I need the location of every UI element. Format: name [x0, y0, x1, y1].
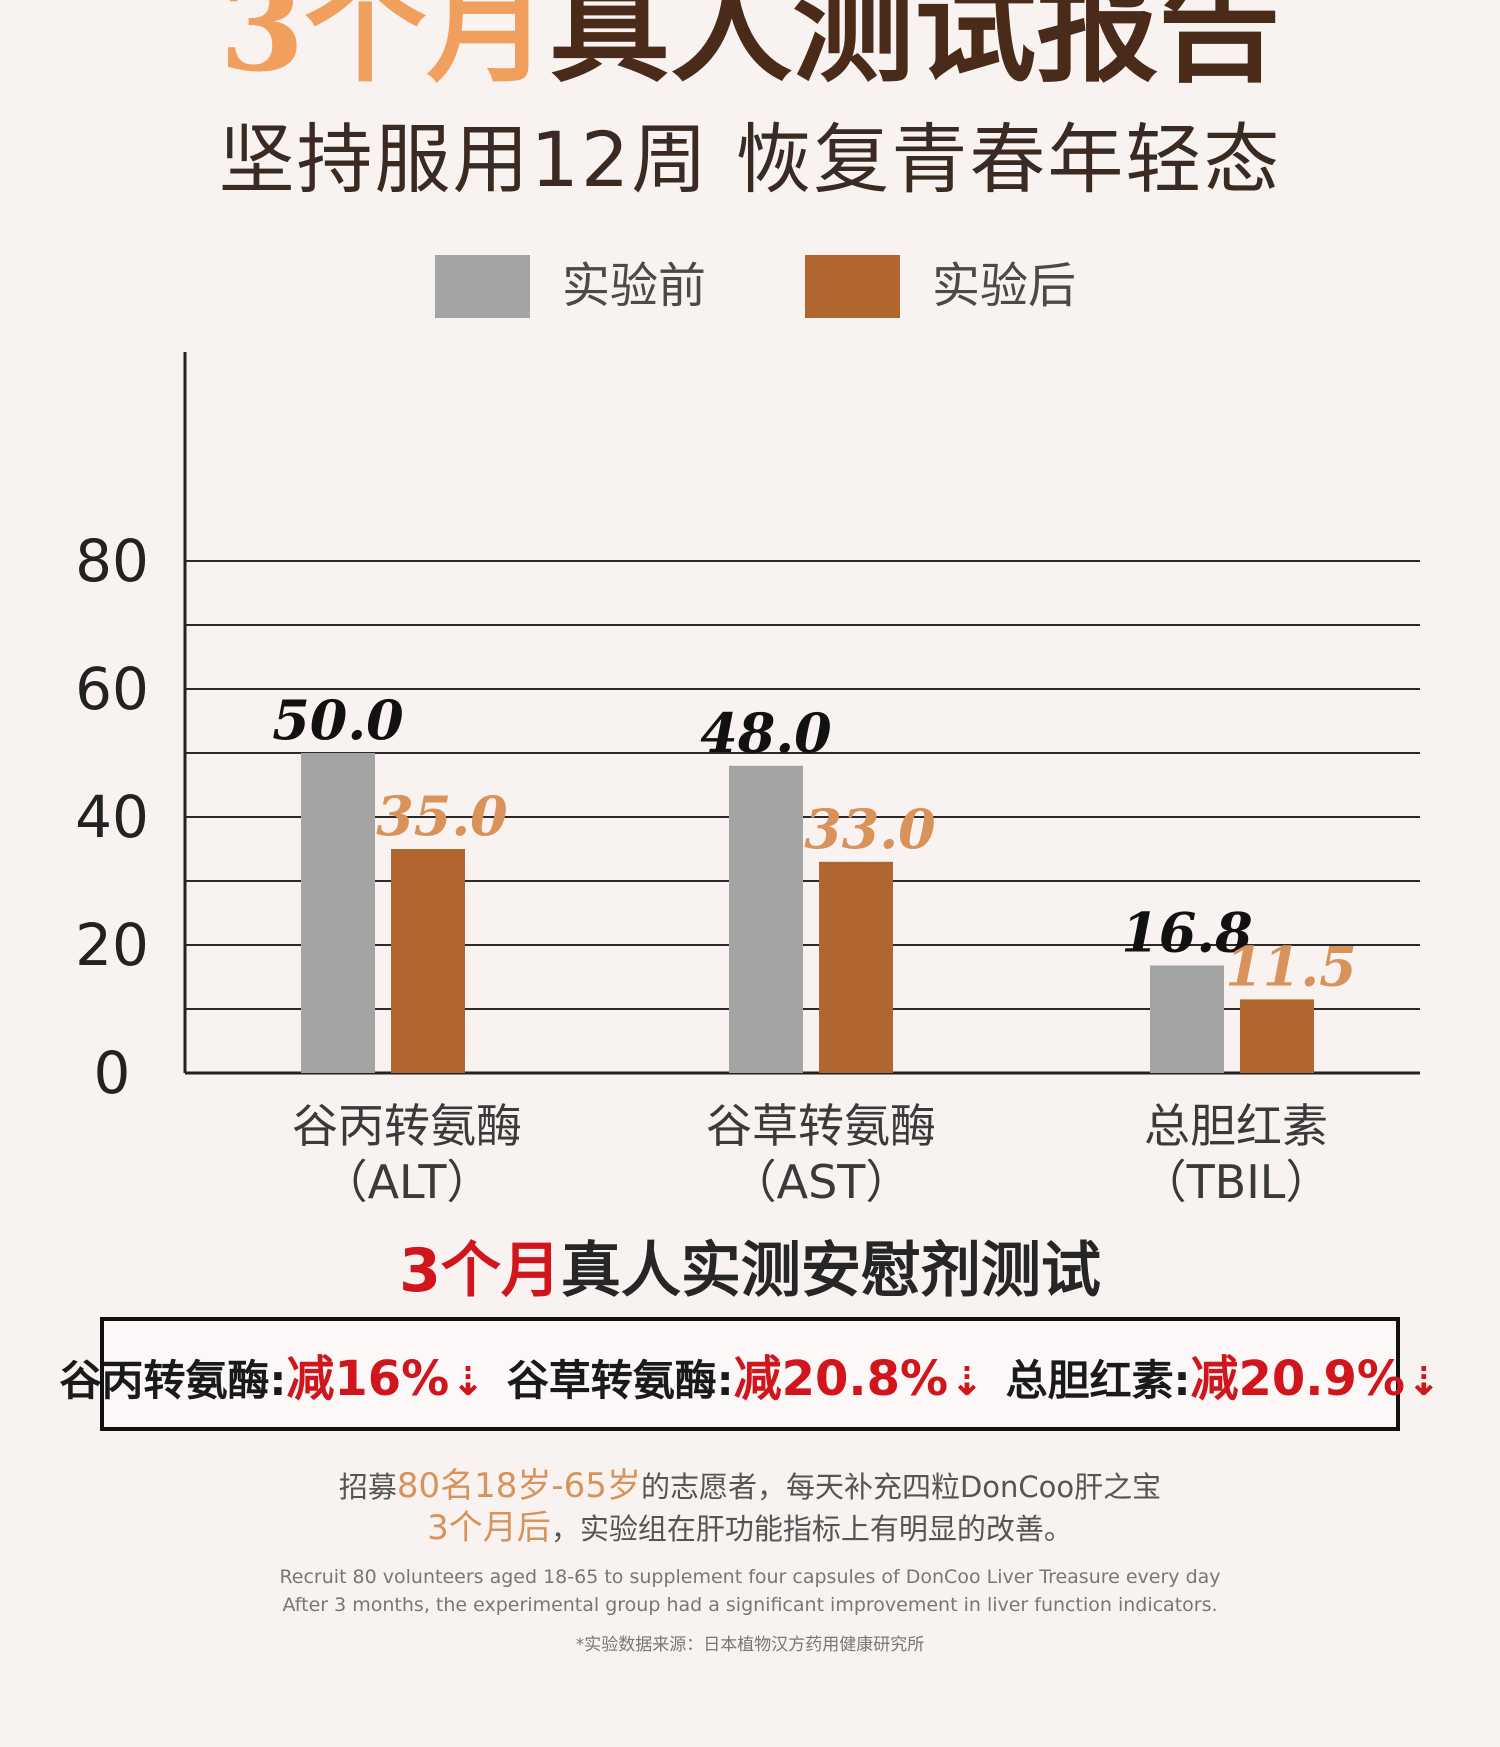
category-code: （AST）	[730, 1155, 912, 1209]
data-source-note: *实验数据来源：日本植物汉方药用健康研究所	[575, 1635, 925, 1655]
data-label-before: 50.0	[272, 688, 404, 752]
result-colon: :	[1173, 1356, 1191, 1405]
result-value: 减16%	[286, 1351, 450, 1407]
bar-before	[1150, 965, 1224, 1073]
study-note-line2: 3个月后，实验组在肝功能指标上有明显的改善。	[0, 1508, 1500, 1549]
legend-swatch-before	[435, 255, 530, 318]
bar-chart: 0 20 40 60 80 50.0 48.0 16.8 35.0 33.0 11.5	[75, 352, 1420, 1100]
category-label-alt: 谷丙转氨酶 （ALT）	[257, 1098, 557, 1210]
note-highlight: 3个月后	[427, 1508, 551, 1548]
bar-after	[391, 849, 465, 1073]
y-tick-label: 20	[75, 911, 149, 979]
y-tick-label: 60	[75, 655, 149, 723]
category-code: （TBIL）	[1140, 1155, 1332, 1209]
category-name: 谷丙转氨酶	[292, 1099, 522, 1153]
result-label: 谷丙转氨酶	[59, 1356, 270, 1405]
page-title: 3个月真人测试报告	[0, 0, 1500, 92]
note-text: ，实验组在肝功能指标上有明显的改善。	[550, 1512, 1073, 1546]
bar-before	[301, 753, 375, 1073]
category-code: （ALT）	[321, 1155, 493, 1209]
category-label-ast: 谷草转氨酶 （AST）	[671, 1098, 971, 1210]
note-text: 招募	[338, 1470, 397, 1504]
down-arrow-icon: ⇣	[1406, 1359, 1441, 1405]
data-label-before: 16.8	[1121, 900, 1253, 964]
title-rest: 真人测试报告	[548, 0, 1281, 99]
result-tbil: 总胆红素: 减20.9% ⇣	[1006, 1339, 1441, 1409]
result-label: 谷草转氨酶	[506, 1356, 717, 1405]
down-arrow-icon: ⇣	[451, 1359, 485, 1405]
y-tick-label: 80	[75, 527, 149, 595]
result-value: 减20.8%	[733, 1351, 949, 1407]
category-label-tbil: 总胆红素 （TBIL）	[1086, 1098, 1386, 1210]
note-text: 的志愿者，每天补充四粒DonCoo肝之宝	[640, 1470, 1162, 1504]
placebo-test-title: 3个月真人实测安慰剂测试	[0, 1235, 1500, 1307]
down-arrow-icon: ⇣	[950, 1359, 984, 1405]
results-summary-box: 谷丙转氨酶: 减16% ⇣ 谷草转氨酶: 减20.8% ⇣ 总胆红素: 减20.9% ⇣	[60, 1317, 1440, 1431]
english-note-line1: Recruit 80 volunteers aged 18-65 to supp…	[279, 1566, 1221, 1588]
y-tick-label: 40	[75, 783, 149, 851]
placebo-title-highlight: 3个月	[399, 1236, 561, 1306]
legend-label-after: 实验后	[932, 258, 1077, 314]
bar-after	[1240, 999, 1314, 1073]
data-label-before: 48.0	[700, 701, 832, 765]
result-alt: 谷丙转氨酶: 减16% ⇣	[60, 1339, 485, 1409]
category-name: 总胆红素	[1144, 1099, 1328, 1153]
data-label-after: 33.0	[804, 797, 936, 861]
placebo-title-rest: 真人实测安慰剂测试	[560, 1236, 1101, 1306]
data-label-after: 35.0	[376, 784, 508, 848]
legend-label-before: 实验前	[562, 258, 707, 314]
y-tick-label: 0	[94, 1039, 131, 1100]
legend-swatch-after	[805, 255, 900, 318]
title-highlight: 3个月	[219, 0, 549, 99]
result-ast: 谷草转氨酶: 减20.8% ⇣	[507, 1339, 984, 1409]
note-highlight: 80名18岁-65岁	[396, 1466, 641, 1506]
bar-after	[819, 861, 893, 1073]
study-note-line1: 招募80名18岁-65岁的志愿者，每天补充四粒DonCoo肝之宝	[0, 1466, 1500, 1507]
category-name: 谷草转氨酶	[706, 1099, 936, 1153]
result-colon: :	[716, 1356, 734, 1405]
bar-before	[729, 765, 803, 1073]
english-note-line2: After 3 months, the experimental group h…	[282, 1594, 1218, 1616]
data-label-after: 11.5	[1225, 934, 1357, 998]
page-subtitle: 坚持服用12周 恢复青春年轻态	[218, 115, 1282, 204]
result-value: 减20.9%	[1190, 1351, 1405, 1407]
result-label: 总胆红素	[1005, 1356, 1174, 1405]
result-colon: :	[269, 1356, 287, 1405]
